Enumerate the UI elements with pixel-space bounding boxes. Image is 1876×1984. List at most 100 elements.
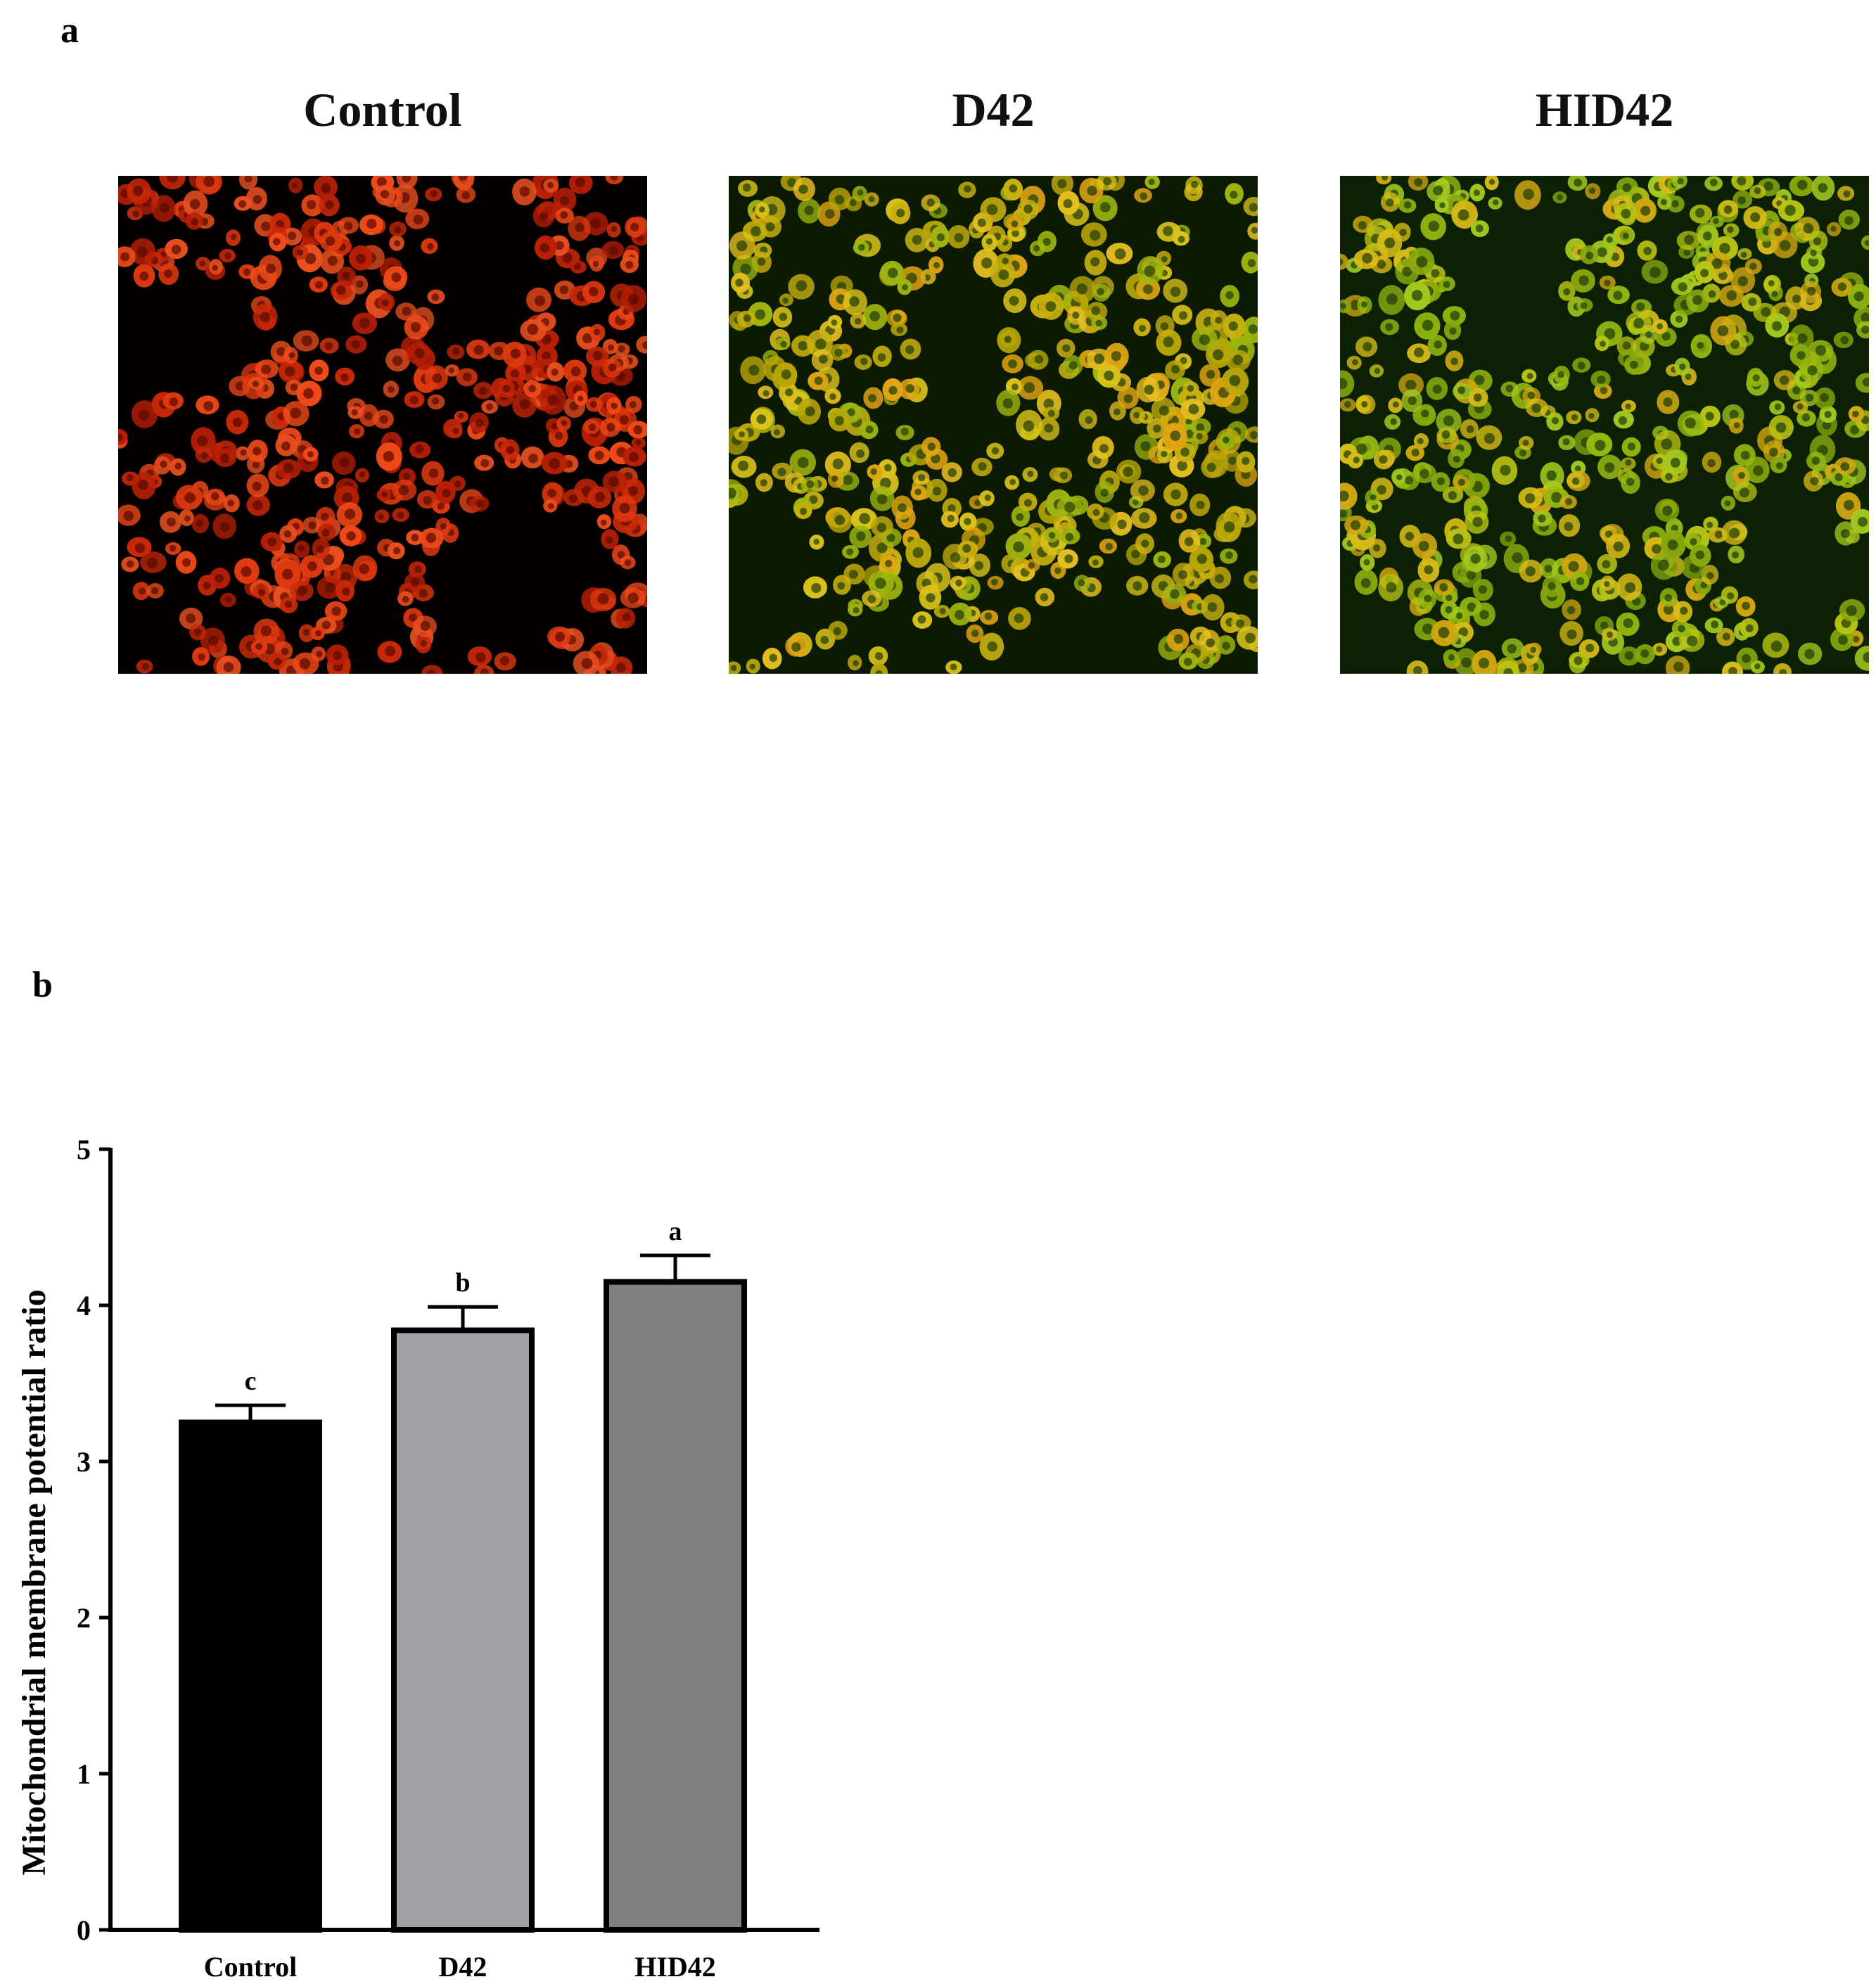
- cell-nucleus: [297, 585, 308, 596]
- cell-nucleus: [1092, 559, 1099, 566]
- cell: [451, 176, 475, 188]
- cell-nucleus: [547, 394, 559, 406]
- cell-nucleus: [376, 177, 387, 187]
- cell-nucleus: [1695, 550, 1705, 560]
- cell-nucleus: [426, 669, 436, 674]
- cell-nucleus: [442, 489, 451, 498]
- cell-nucleus: [118, 433, 124, 442]
- cell-nucleus: [1065, 532, 1074, 542]
- cell-nucleus: [1161, 450, 1168, 458]
- cell-nucleus: [1597, 247, 1607, 257]
- cell-nucleus: [1351, 520, 1361, 530]
- cell-nucleus: [555, 632, 565, 642]
- cell-nucleus: [1622, 183, 1632, 193]
- cell-nucleus: [926, 198, 935, 207]
- cell-nucleus: [480, 459, 490, 468]
- cell-nucleus: [1633, 317, 1645, 329]
- cell-nucleus: [1002, 398, 1013, 409]
- cell-nucleus: [1797, 351, 1806, 360]
- cell-nucleus: [796, 280, 808, 292]
- cell-nucleus: [402, 307, 411, 316]
- cell-nucleus: [1621, 208, 1631, 219]
- cell-nucleus: [1625, 403, 1631, 410]
- cell-nucleus: [1775, 462, 1784, 470]
- cell-nucleus: [261, 364, 272, 375]
- cell-nucleus: [1626, 478, 1635, 486]
- cell-nucleus: [340, 373, 349, 382]
- cell-nucleus: [1749, 262, 1757, 270]
- cell-nucleus: [592, 350, 603, 361]
- cell-nucleus: [166, 517, 176, 527]
- cell-nucleus: [126, 560, 134, 568]
- cell-nucleus: [1184, 658, 1192, 666]
- cell-nucleus: [1087, 186, 1097, 196]
- cell-nucleus: [327, 255, 338, 266]
- cell-nucleus: [1043, 398, 1054, 409]
- cell-nucleus: [985, 238, 993, 245]
- cell-nucleus: [1548, 582, 1556, 591]
- cell-nucleus: [420, 621, 430, 631]
- cell-nucleus: [1525, 493, 1536, 504]
- cell-nucleus: [874, 652, 883, 660]
- cell-nucleus: [905, 345, 914, 354]
- cell-nucleus: [1196, 500, 1205, 509]
- significance-label-1: b: [455, 1268, 470, 1298]
- cell-nucleus: [1197, 553, 1207, 564]
- cell-nucleus: [1421, 409, 1429, 418]
- cell-nucleus: [1123, 394, 1133, 404]
- cell-nucleus: [1206, 638, 1215, 648]
- cell-nucleus: [1810, 477, 1819, 486]
- cell-nucleus: [947, 468, 957, 478]
- cell-nucleus: [779, 312, 788, 321]
- cell-nucleus: [321, 620, 331, 629]
- cell-nucleus: [1222, 641, 1230, 651]
- cell-nucleus: [622, 613, 631, 622]
- cell-nucleus: [743, 314, 751, 322]
- cell-nucleus: [615, 663, 626, 673]
- cell-nucleus: [402, 176, 411, 183]
- cell-nucleus: [1774, 403, 1782, 411]
- cell-nucleus: [1479, 658, 1489, 669]
- cell-nucleus: [1009, 478, 1016, 485]
- cell-nucleus: [283, 463, 294, 473]
- cell-nucleus: [1623, 618, 1633, 628]
- cell-nucleus: [1768, 280, 1775, 287]
- cell-nucleus: [1566, 629, 1577, 639]
- cell-nucleus: [1538, 514, 1546, 523]
- cell-nucleus: [876, 542, 888, 553]
- cell-nucleus: [806, 480, 815, 488]
- cell-nucleus: [169, 397, 179, 407]
- cell-nucleus: [134, 542, 146, 553]
- cell-nucleus: [126, 474, 134, 482]
- cell-nucleus: [1717, 325, 1729, 337]
- cell-nucleus: [570, 366, 581, 377]
- cell-nucleus: [197, 435, 208, 447]
- cell-nucleus: [542, 352, 551, 361]
- cell-nucleus: [831, 475, 838, 482]
- cell-nucleus: [588, 423, 596, 431]
- cell-nucleus: [798, 184, 808, 194]
- cell-nucleus: [325, 200, 334, 210]
- cell-nucleus: [797, 456, 809, 468]
- cell-nucleus: [1138, 485, 1149, 496]
- cell-nucleus: [224, 252, 231, 260]
- cell-nucleus: [181, 558, 191, 567]
- x-tick-label-2: HID42: [634, 1951, 716, 1983]
- cell-nucleus: [1478, 585, 1488, 594]
- cell-nucleus: [593, 328, 601, 335]
- cell-nucleus: [642, 341, 647, 350]
- cell-nucleus: [1171, 364, 1180, 374]
- cell-nucleus: [1695, 207, 1705, 218]
- cell-nucleus: [742, 183, 751, 192]
- cell-nucleus: [1507, 644, 1517, 654]
- cell-nucleus: [998, 269, 1009, 281]
- cell-nucleus: [1763, 181, 1773, 191]
- cell-nucleus: [589, 401, 597, 408]
- cell-nucleus: [1449, 327, 1457, 335]
- cell-nucleus: [1034, 354, 1044, 364]
- cell-nucleus: [1727, 226, 1734, 233]
- cell-nucleus: [290, 407, 301, 419]
- cell-nucleus: [1761, 307, 1771, 317]
- cell-nucleus: [755, 309, 766, 320]
- cell-nucleus: [1551, 492, 1562, 503]
